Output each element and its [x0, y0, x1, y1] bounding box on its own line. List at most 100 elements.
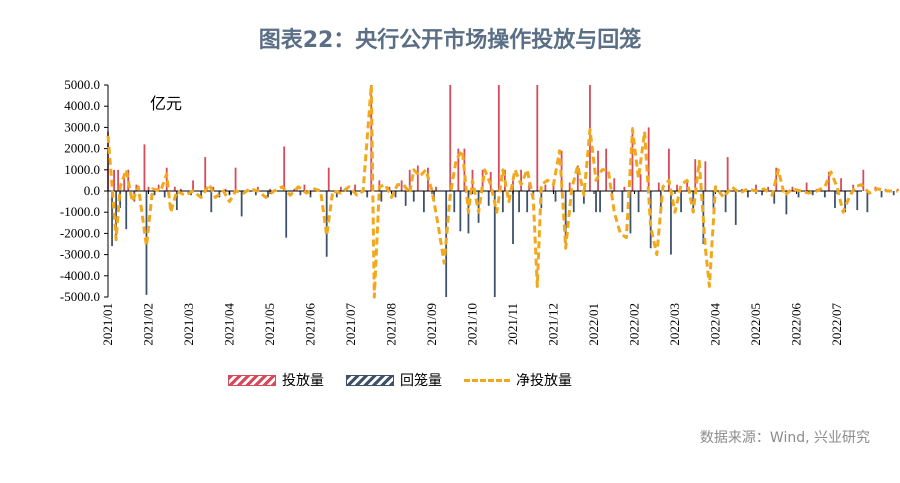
withdraw-bar	[240, 191, 243, 217]
inject-bar	[234, 167, 237, 191]
withdraw-bar	[493, 191, 496, 297]
legend-label-net: 净投放量	[516, 373, 572, 389]
withdraw-bar	[629, 191, 632, 234]
inject-bar	[435, 186, 437, 191]
unit-label: 亿元	[150, 94, 183, 113]
withdraw-bar	[773, 191, 776, 204]
withdraw-bar	[564, 191, 567, 249]
inject-bar	[668, 148, 670, 191]
withdraw-bar	[892, 191, 895, 196]
x-tick-label: 2022/06	[789, 303, 804, 346]
legend-swatch-inject	[228, 374, 276, 386]
withdraw-bar	[512, 191, 514, 244]
inject-bar	[269, 188, 271, 191]
y-tick-label: 3000.0	[64, 119, 100, 134]
withdraw-bar	[125, 191, 128, 230]
inject-bar	[127, 169, 130, 191]
inject-bar	[204, 157, 207, 191]
withdraw-bar	[380, 191, 383, 202]
x-tick-label: 2021/09	[424, 303, 439, 346]
inject-bar	[173, 186, 176, 191]
inject-bar	[416, 165, 419, 191]
withdraw-bar	[637, 191, 640, 213]
withdraw-bar	[844, 191, 846, 213]
inject-bar	[457, 148, 460, 191]
y-tick-label: 1000.0	[64, 162, 100, 177]
inject-bar	[256, 186, 259, 191]
inject-bar	[862, 169, 865, 191]
x-tick-label: 2022/05	[748, 303, 763, 346]
withdraw-bar	[404, 191, 407, 206]
y-tick-label: -3000.0	[60, 247, 100, 262]
inject-bar	[192, 180, 194, 191]
x-tick-label: 2021/03	[181, 303, 196, 346]
x-tick-label: 2021/07	[343, 303, 358, 346]
withdraw-bar	[880, 191, 883, 198]
inject-bar	[840, 178, 842, 191]
inject-bar	[212, 186, 215, 191]
inject-bar	[631, 127, 634, 191]
inject-bar	[303, 184, 306, 191]
inject-bar	[852, 184, 855, 191]
x-tick-label: 2021/06	[303, 303, 318, 346]
inject-bar	[544, 184, 547, 191]
withdraw-bar	[309, 191, 312, 198]
legend-item-net: 净投放量	[464, 370, 572, 390]
withdraw-bar	[595, 191, 597, 213]
withdraw-bar	[285, 191, 288, 238]
inject-bar	[755, 184, 757, 191]
y-tick-label: 5000.0	[64, 77, 100, 92]
withdraw-bar	[412, 191, 415, 202]
withdraw-bar	[621, 191, 624, 213]
source-note: 数据来源：Wind, 兴业研究	[699, 430, 870, 446]
legend-item-withdraw: 回笼量	[346, 370, 442, 390]
withdraw-bar	[175, 191, 178, 211]
x-tick-label: 2021/08	[384, 303, 399, 346]
withdraw-bar	[856, 191, 859, 211]
inject-bar	[354, 184, 356, 191]
y-tick-label: 4000.0	[64, 98, 100, 113]
inject-bar	[791, 186, 794, 191]
x-tick-label: 2021/11	[505, 303, 520, 345]
inject-bar	[143, 144, 146, 191]
x-tick-label: 2021/05	[262, 303, 277, 346]
y-tick-label: 0.0	[84, 183, 100, 198]
y-tick-labels: 5000.0 4000.0 3000.0 2000.0 1000.0 0.0 -1000.0…	[60, 77, 100, 304]
withdraw-bar	[526, 191, 529, 213]
inject-bar	[388, 186, 391, 191]
inject-bar	[694, 159, 697, 191]
inject-bar	[339, 186, 342, 191]
inject-bar	[775, 167, 778, 191]
inject-bar	[147, 186, 150, 191]
inject-bar	[676, 184, 678, 191]
withdraw-bar	[572, 191, 575, 213]
inject-bar	[605, 148, 608, 191]
y-tick-label: 2000.0	[64, 141, 100, 156]
inject-bar	[180, 188, 182, 191]
inject-bar	[370, 85, 373, 191]
inject-bar	[123, 174, 126, 191]
withdraw-bar	[823, 191, 826, 198]
withdraw-bar	[423, 191, 425, 213]
withdraw-bar	[163, 191, 166, 198]
withdraw-bar	[797, 191, 800, 198]
inject-bar	[165, 167, 168, 191]
withdraw-bar	[335, 191, 338, 198]
inject-bar	[704, 161, 707, 191]
inject-bar	[828, 171, 830, 191]
withdraw-bar	[834, 191, 836, 208]
net-line	[106, 83, 898, 299]
withdraw-bar	[747, 191, 749, 198]
withdraw-bar	[394, 191, 397, 198]
withdraw-bar	[554, 191, 557, 202]
inject-bar	[726, 157, 729, 191]
withdraw-bar	[582, 191, 585, 204]
withdraw-bar	[210, 191, 213, 213]
y-tick-label: -1000.0	[60, 204, 100, 219]
inject-bar	[224, 188, 227, 191]
withdraw-bar	[453, 191, 456, 213]
inject-bar	[520, 169, 522, 191]
withdraw-bar	[487, 191, 490, 206]
withdraw-bar	[599, 191, 601, 213]
